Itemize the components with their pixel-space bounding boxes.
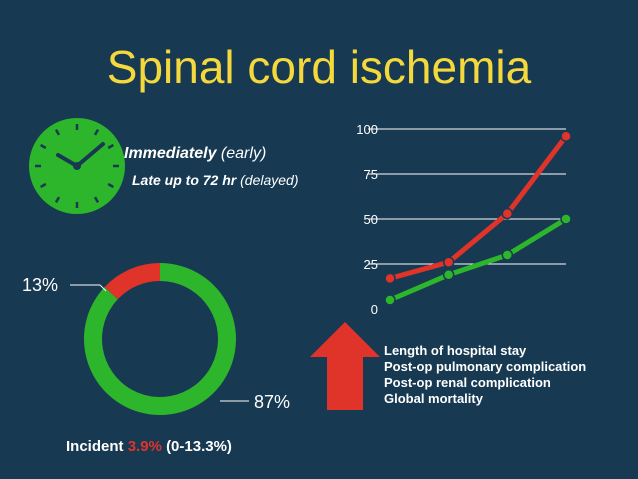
outcome-item: Post-op pulmonary complication (384, 359, 587, 374)
incident-text: Incident 3.9% (0-13.3%) (66, 438, 232, 455)
line-chart: 100 75 50 25 0 (356, 122, 572, 317)
series-line (389, 134, 568, 281)
y-tick-label: 0 (371, 302, 378, 317)
onset-early: Immediately (early) (124, 145, 267, 162)
clock-tick (54, 196, 61, 203)
data-point (384, 294, 396, 306)
data-point (442, 269, 455, 281)
donut-segment-13 (104, 263, 160, 300)
clock-tick (107, 182, 114, 189)
series-line (389, 216, 568, 303)
donut-label-87: 87% (254, 392, 291, 412)
y-tick-label: 50 (364, 212, 378, 227)
data-point (501, 249, 514, 261)
clock-icon (29, 118, 125, 214)
y-tick-label: 100 (356, 122, 378, 137)
data-point (560, 213, 572, 225)
outcome-item: Length of hospital stay (384, 343, 527, 358)
outcome-item: Post-op renal complication (384, 375, 551, 390)
data-point (384, 272, 396, 285)
data-point (442, 256, 455, 268)
clock-tick (107, 143, 114, 150)
onset-delayed: Late up to 72 hr (delayed) (132, 172, 299, 188)
donut-label-13: 13% (22, 275, 59, 295)
clock-tick (54, 129, 61, 136)
up-arrow-icon (310, 322, 380, 410)
clock-tick (93, 129, 100, 136)
data-point (501, 207, 514, 220)
page-title: Spinal cord ischemia (106, 41, 532, 93)
donut-chart (83, 263, 236, 415)
clock-tick (40, 182, 47, 189)
y-tick-label: 75 (364, 167, 378, 182)
y-tick-label: 25 (364, 257, 378, 272)
data-point (560, 130, 572, 142)
clock-tick (40, 143, 47, 150)
clock-tick (93, 196, 100, 203)
outcome-list: Length of hospital stay Post-op pulmonar… (384, 343, 586, 407)
outcome-item: Global mortality (384, 391, 483, 406)
